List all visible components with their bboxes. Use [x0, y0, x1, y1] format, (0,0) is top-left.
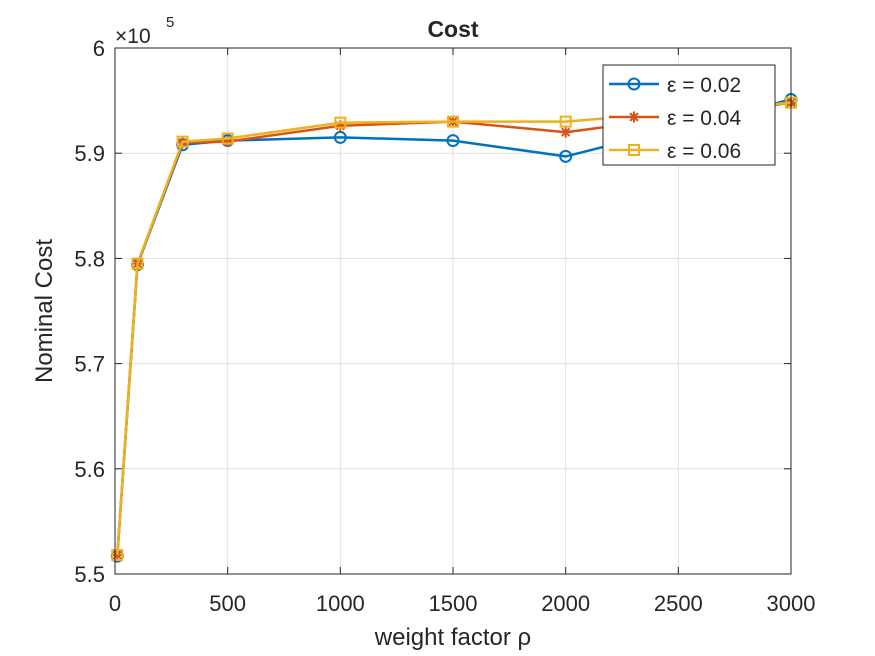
- legend-marker: [628, 144, 640, 156]
- y-tick-label: 6: [93, 36, 105, 61]
- ticks: 0 500 1000 1500 2000 2500 3000 5.5 5.6 5.7 5.8 5.9 6: [74, 36, 815, 616]
- legend-marker: [627, 77, 641, 91]
- y-exponent-power: 5: [166, 14, 174, 31]
- x-tick-label: 1000: [316, 591, 365, 616]
- x-tick-label: 2000: [541, 591, 590, 616]
- y-tick-label: 5.8: [74, 246, 105, 271]
- y-exponent-base: ×10: [115, 25, 151, 48]
- series-line: [116, 101, 792, 556]
- legend-entry-2: ε = 0.04: [609, 107, 741, 130]
- legend-label: ε = 0.04: [667, 107, 741, 130]
- data-point: [131, 257, 144, 270]
- data-point: [559, 115, 572, 128]
- legend-marker: [628, 111, 640, 123]
- data-point: [111, 549, 124, 562]
- x-tick-label: 3000: [767, 591, 816, 616]
- legend-label: ε = 0.06: [667, 140, 741, 163]
- asterisk-stroke: [561, 127, 571, 137]
- data-point: [176, 135, 189, 148]
- data-point: [221, 132, 234, 145]
- x-tick-label: 500: [209, 591, 246, 616]
- y-tick-label: 5.6: [74, 457, 105, 482]
- data-point: [333, 130, 347, 144]
- asterisk-stroke: [629, 112, 639, 122]
- legend-label: ε = 0.02: [667, 74, 741, 97]
- data-point: [559, 149, 573, 163]
- x-tick-label: 2500: [654, 591, 703, 616]
- legend-entry-3: ε = 0.06: [609, 140, 741, 163]
- y-tick-label: 5.9: [74, 141, 105, 166]
- data-point: [334, 116, 347, 129]
- y-axis-label: Nominal Cost: [31, 239, 58, 383]
- series-layer: [110, 93, 798, 563]
- y-tick-label: 5.5: [74, 562, 105, 587]
- data-point: [446, 134, 460, 148]
- x-tick-label: 1500: [429, 591, 478, 616]
- x-tick-label: 0: [109, 591, 121, 616]
- legend: ε = 0.02 ε = 0.04 ε = 0.06: [602, 64, 776, 166]
- chart-title: Cost: [427, 16, 478, 42]
- y-tick-label: 5.7: [74, 352, 105, 377]
- x-axis-label: weight factor ρ: [374, 624, 531, 651]
- data-point: [560, 126, 572, 138]
- legend-entry-1: ε = 0.02: [609, 74, 741, 97]
- data-point: [447, 115, 459, 128]
